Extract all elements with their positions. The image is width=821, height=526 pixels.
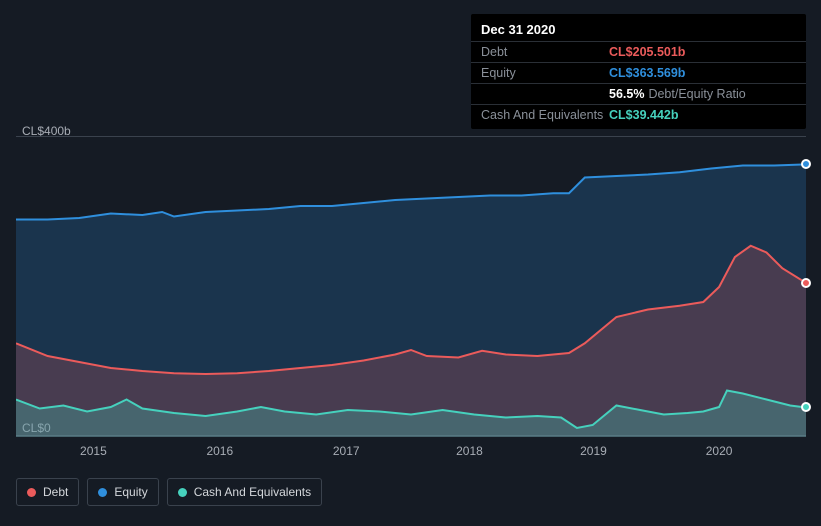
x-axis-tick: 2016 xyxy=(206,444,233,458)
x-axis-labels: 2015 2016 2017 2018 2019 2020 xyxy=(16,444,806,464)
x-axis-tick: 2015 xyxy=(80,444,107,458)
tooltip-label: Debt xyxy=(481,45,609,59)
tooltip-label: Equity xyxy=(481,66,609,80)
tooltip-value: CL$205.501b xyxy=(609,45,685,59)
legend-dot-icon xyxy=(27,488,36,497)
tooltip-value: 56.5% xyxy=(609,87,644,101)
plot-area[interactable] xyxy=(16,136,806,436)
series-marker-equity xyxy=(801,159,811,169)
legend-label: Debt xyxy=(43,485,68,499)
x-axis-tick: 2019 xyxy=(580,444,607,458)
legend-dot-icon xyxy=(98,488,107,497)
x-axis-tick: 2018 xyxy=(456,444,483,458)
tooltip-row-ratio: 56.5% Debt/Equity Ratio xyxy=(471,83,806,104)
chart-container: CL$400b CL$0 201520162017201820192020 De… xyxy=(16,120,806,460)
legend: Debt Equity Cash And Equivalents xyxy=(16,478,322,506)
tooltip-label: Cash And Equivalents xyxy=(481,108,609,122)
legend-item-equity[interactable]: Equity xyxy=(87,478,158,506)
x-axis-tick: 2017 xyxy=(333,444,360,458)
chart-svg xyxy=(16,137,806,437)
tooltip-row-debt: Debt CL$205.501b xyxy=(471,41,806,62)
series-marker-debt xyxy=(801,278,811,288)
tooltip-row-cash: Cash And Equivalents CL$39.442b xyxy=(471,104,806,125)
series-marker-cash-and-equivalents xyxy=(801,402,811,412)
legend-dot-icon xyxy=(178,488,187,497)
x-axis-tick: 2020 xyxy=(706,444,733,458)
legend-label: Equity xyxy=(114,485,147,499)
data-tooltip: Dec 31 2020 Debt CL$205.501b Equity CL$3… xyxy=(471,14,806,129)
tooltip-row-equity: Equity CL$363.569b xyxy=(471,62,806,83)
tooltip-value: CL$363.569b xyxy=(609,66,685,80)
tooltip-value: CL$39.442b xyxy=(609,108,678,122)
tooltip-label xyxy=(481,87,609,101)
legend-item-debt[interactable]: Debt xyxy=(16,478,79,506)
tooltip-date: Dec 31 2020 xyxy=(471,20,806,41)
legend-label: Cash And Equivalents xyxy=(194,485,311,499)
legend-item-cash-and-equivalents[interactable]: Cash And Equivalents xyxy=(167,478,322,506)
tooltip-suffix: Debt/Equity Ratio xyxy=(648,87,745,101)
